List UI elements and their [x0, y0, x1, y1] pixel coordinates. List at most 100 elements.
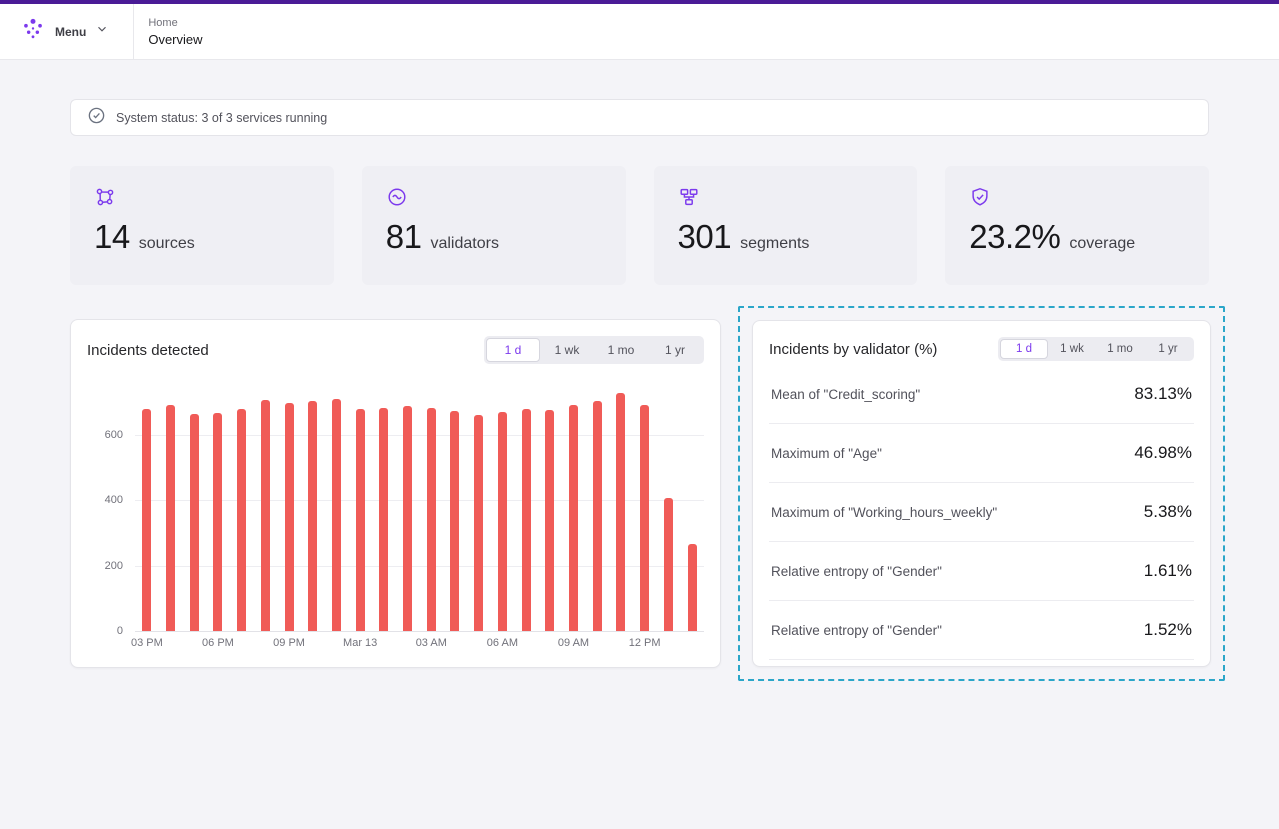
chart-plot	[135, 386, 704, 632]
bar-slot	[206, 386, 230, 631]
bar[interactable]	[142, 408, 152, 631]
bar[interactable]	[403, 405, 413, 631]
bar[interactable]	[569, 405, 578, 631]
bar[interactable]	[260, 400, 270, 631]
stat-value: 81	[385, 218, 422, 255]
header-divider	[133, 4, 135, 59]
validator-row-value: 83.13%	[1134, 384, 1192, 403]
bar-slot	[254, 386, 278, 631]
bar-slot	[491, 386, 515, 631]
stat-label: sources	[138, 235, 195, 252]
x-tick-label: Mar 13	[343, 637, 378, 649]
app-header: Menu Home Overview	[0, 4, 1279, 60]
bar[interactable]	[237, 408, 247, 631]
bar[interactable]	[640, 405, 650, 631]
bar-slot	[182, 386, 206, 631]
bar-slot	[325, 386, 349, 631]
breadcrumb-parent[interactable]: Home	[148, 16, 178, 29]
incidents-bar-chart: 0 200 400 600 03 PM 06 PM 09 PM Mar 13 03 AM 06 …	[87, 386, 704, 653]
bar-slot	[277, 386, 301, 631]
bar[interactable]	[331, 398, 341, 631]
incidents-panel-title: Incidents detected	[87, 341, 209, 359]
bar-slot	[633, 386, 657, 631]
validator-row: Maximum of "Working_hours_weekly" 5.38%	[769, 483, 1194, 542]
bar[interactable]	[166, 404, 176, 631]
stat-label: coverage	[1069, 235, 1136, 252]
y-tick-label: 600	[104, 429, 123, 441]
bar[interactable]	[450, 410, 460, 631]
stat-card: 301 segments	[653, 166, 918, 285]
bar[interactable]	[213, 412, 223, 631]
bar[interactable]	[308, 401, 318, 631]
menu-label: Menu	[55, 24, 87, 39]
bar[interactable]	[474, 415, 484, 631]
segments-icon	[678, 186, 894, 208]
range-button-1mo[interactable]: 1 mo	[1096, 339, 1144, 359]
system-status-text: System status: 3 of 3 services running	[116, 110, 328, 125]
logo-icon	[20, 16, 46, 47]
bar-slot	[396, 386, 420, 631]
x-tick-label: 03 AM	[415, 637, 447, 649]
chevron-down-icon	[95, 22, 109, 41]
bar[interactable]	[687, 543, 697, 631]
validator-row-value: 1.61%	[1143, 561, 1192, 580]
bar[interactable]	[189, 414, 199, 631]
bar[interactable]	[592, 401, 602, 631]
gridline	[135, 631, 704, 632]
gridline	[135, 500, 704, 502]
range-button-1yr[interactable]: 1 yr	[1144, 339, 1192, 359]
range-button-1mo[interactable]: 1 mo	[594, 338, 648, 362]
top-accent-bar	[0, 0, 1279, 4]
system-status-banner: System status: 3 of 3 services running	[70, 99, 1209, 136]
range-button-1d[interactable]: 1 d	[486, 338, 540, 362]
bar-slot	[135, 386, 159, 631]
stat-label: validators	[430, 235, 499, 252]
bar[interactable]	[663, 497, 673, 631]
bar[interactable]	[379, 407, 389, 631]
validator-row-value: 1.52%	[1143, 620, 1192, 639]
sources-icon	[94, 186, 310, 208]
range-button-1wk[interactable]: 1 wk	[1048, 339, 1096, 359]
validator-rows-list: Mean of "Credit_scoring" 83.13% Maximum …	[769, 365, 1194, 660]
stat-value: 14	[94, 218, 130, 255]
x-tick-label: 06 AM	[486, 637, 518, 649]
bar-slot	[609, 386, 633, 631]
x-tick-label: 03 PM	[130, 637, 163, 649]
validator-row-label: Mean of "Credit_scoring"	[771, 386, 921, 402]
bar-slot	[514, 386, 538, 631]
bar[interactable]	[497, 412, 507, 631]
stat-value: 301	[677, 218, 732, 255]
bar-slot	[159, 386, 183, 631]
bar-slot	[301, 386, 325, 631]
chart-bars	[135, 386, 704, 631]
stat-card: 23.2% coverage	[945, 166, 1209, 285]
validators-panel-title: Incidents by validator (%)	[769, 340, 938, 358]
bar[interactable]	[521, 409, 531, 631]
chart-y-axis: 0 200 400 600	[87, 386, 135, 637]
range-button-1d[interactable]: 1 d	[1000, 339, 1048, 359]
stat-card: 14 sources	[70, 166, 334, 285]
bar-slot	[348, 386, 372, 631]
x-tick-label: 12 PM	[628, 637, 661, 649]
bar[interactable]	[616, 393, 626, 631]
validator-row: Maximum of "Age" 46.98%	[769, 424, 1194, 483]
range-button-1wk[interactable]: 1 wk	[540, 338, 594, 362]
menu-button[interactable]: Menu	[0, 4, 133, 59]
range-button-1yr[interactable]: 1 yr	[648, 338, 702, 362]
bar[interactable]	[355, 408, 365, 631]
y-tick-label: 400	[104, 494, 123, 507]
bar[interactable]	[545, 409, 555, 631]
validator-row-label: Maximum of "Age"	[771, 445, 882, 461]
bar[interactable]	[426, 407, 436, 631]
bar-slot	[656, 386, 680, 631]
bar-slot	[443, 386, 467, 631]
bar-slot	[230, 386, 254, 631]
stat-card: 81 validators	[361, 166, 626, 285]
validators-icon	[386, 186, 602, 208]
main-content: System status: 3 of 3 services running 1…	[0, 60, 1279, 681]
bar[interactable]	[284, 402, 294, 631]
breadcrumb: Home Overview	[134, 4, 202, 59]
